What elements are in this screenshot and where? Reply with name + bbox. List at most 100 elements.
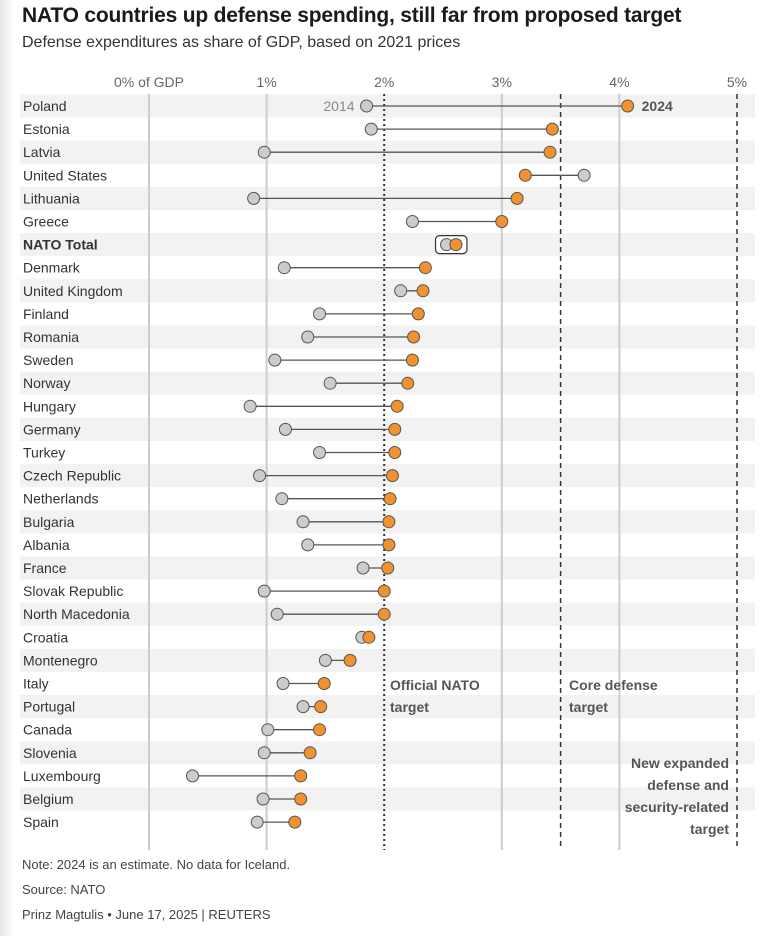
footer-byline: Prinz Magtulis • June 17, 2025 | REUTERS	[22, 907, 271, 922]
x-tick-label: 0% of GDP	[114, 74, 184, 90]
nato-target-annotation-line: target	[390, 699, 429, 715]
country-label: North Macedonia	[23, 606, 130, 622]
point-2024	[362, 630, 376, 644]
nato-target-annotation-line: Official NATO	[390, 677, 480, 693]
footer-source: Source: NATO	[22, 882, 106, 897]
point-2024	[388, 422, 402, 436]
point-2024	[518, 168, 532, 182]
point-2024	[545, 122, 559, 136]
point-2024	[385, 469, 399, 483]
point-2014	[257, 746, 271, 760]
point-2024	[382, 515, 396, 529]
point-2024	[303, 746, 317, 760]
point-2014	[360, 99, 374, 113]
country-label: Slovenia	[23, 745, 77, 761]
country-label: United Kingdom	[23, 283, 123, 299]
point-2024	[411, 307, 425, 321]
country-label: Lithuania	[23, 190, 80, 206]
country-label: Montenegro	[23, 652, 98, 668]
country-label: Croatia	[23, 629, 68, 645]
point-2014	[276, 677, 290, 690]
point-2024	[314, 700, 328, 714]
left-edge-shade	[0, 0, 14, 936]
chart-subtitle: Defense expenditures as share of GDP, ba…	[22, 34, 461, 51]
country-label: Spain	[23, 814, 59, 830]
country-label: Canada	[23, 722, 72, 738]
point-2014	[275, 492, 289, 506]
dumbbell-chart: 0% of GDP 1% 2% 3% 4% 5% Poland 2014 2024 Estonia…	[20, 74, 755, 850]
point-2024	[510, 191, 524, 205]
point-2014	[261, 723, 275, 737]
country-label: United States	[23, 167, 107, 183]
x-tick-label: 1%	[256, 74, 276, 90]
row-band	[20, 787, 755, 811]
country-label: Albania	[23, 537, 70, 553]
point-2014	[296, 515, 310, 529]
country-label: Estonia	[23, 121, 70, 137]
point-2024	[382, 538, 396, 552]
point-2024	[418, 261, 432, 275]
country-label: Romania	[23, 329, 79, 345]
country-label: Slovak Republic	[23, 583, 123, 599]
point-2024	[621, 99, 635, 113]
country-label: Luxembourg	[23, 768, 101, 784]
point-2024	[377, 607, 391, 621]
country-label: NATO Total	[23, 237, 98, 253]
point-2014	[256, 792, 270, 806]
expanded-target-annotation-line: target	[690, 821, 729, 837]
point-2024	[383, 492, 397, 506]
country-label: Sweden	[23, 352, 74, 368]
x-tick-label: 4%	[609, 74, 629, 90]
point-2014	[394, 284, 408, 298]
point-2014	[243, 399, 257, 413]
country-label: Germany	[23, 421, 81, 437]
country-label: Hungary	[23, 398, 76, 414]
point-2024	[381, 561, 395, 575]
point-2024	[401, 376, 415, 390]
point-2024	[416, 284, 430, 298]
expanded-target-annotation-line: New expanded	[630, 755, 729, 771]
point-2014	[268, 353, 282, 367]
country-label: Bulgaria	[23, 514, 75, 530]
point-2014	[364, 122, 378, 136]
point-2024	[294, 792, 308, 806]
chart-title: NATO countries up defense spending, stil…	[22, 4, 682, 27]
country-label: Greece	[23, 214, 69, 230]
x-tick-label: 3%	[492, 74, 512, 90]
point-2014	[250, 815, 264, 829]
row-band	[20, 279, 755, 303]
footer-note: Note: 2024 is an estimate. No data for I…	[22, 857, 291, 872]
country-label: Portugal	[23, 699, 75, 715]
point-2014	[313, 446, 327, 459]
point-2014	[277, 261, 291, 275]
point-2024	[313, 723, 327, 737]
point-2024	[495, 215, 509, 228]
point-2014	[270, 607, 284, 621]
point-2024	[449, 238, 463, 252]
country-label: Denmark	[23, 260, 81, 276]
row-band	[20, 233, 755, 257]
point-2014	[313, 307, 327, 321]
country-label: Italy	[23, 676, 49, 692]
point-2014	[577, 168, 591, 182]
point-2024	[294, 769, 308, 783]
point-2014	[318, 653, 332, 667]
core-target-annotation-line: Core defense	[569, 677, 658, 693]
series-label-2024: 2024	[642, 98, 673, 114]
point-2014	[301, 330, 315, 344]
point-2024	[405, 353, 419, 367]
core-target-annotation-line: target	[569, 699, 608, 715]
point-2014	[253, 469, 267, 483]
country-label: Norway	[23, 375, 70, 391]
point-2014	[296, 700, 310, 714]
point-2014	[257, 145, 271, 159]
point-2014	[257, 584, 271, 598]
country-label: Czech Republic	[23, 468, 121, 484]
country-label: Finland	[23, 306, 69, 322]
point-2014	[186, 769, 200, 783]
point-2024	[543, 145, 557, 159]
point-2024	[317, 677, 331, 690]
country-label: Latvia	[23, 144, 61, 160]
country-label: Netherlands	[23, 491, 99, 507]
point-2024	[377, 584, 391, 598]
